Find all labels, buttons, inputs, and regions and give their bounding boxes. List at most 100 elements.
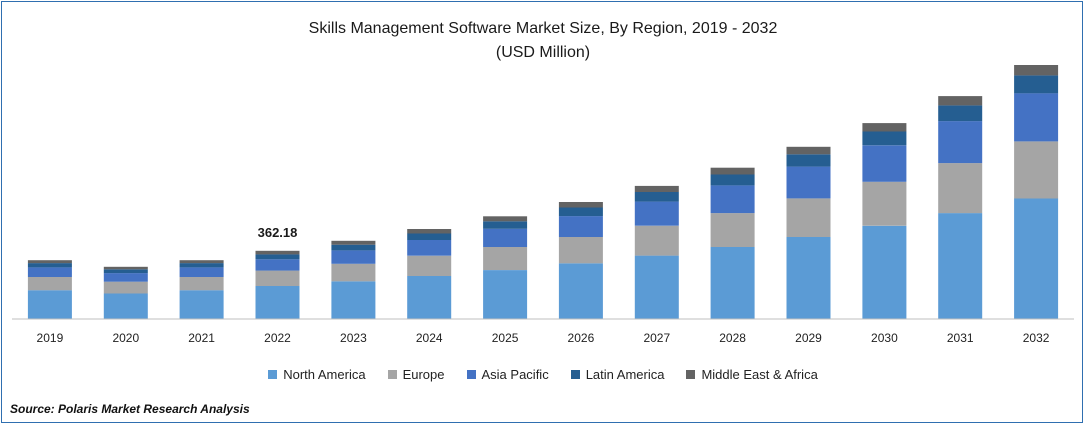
legend-swatch xyxy=(387,370,397,379)
bar-2027-asia-pacific xyxy=(634,201,679,226)
bar-2021-asia-pacific xyxy=(179,267,224,277)
bar-2028-middle-east-africa xyxy=(710,167,755,175)
bar-2022-asia-pacific xyxy=(255,259,300,271)
legend-swatch xyxy=(268,370,278,379)
bar-2024-asia-pacific xyxy=(407,240,452,256)
bar-2026-north-america xyxy=(558,263,603,319)
bar-2027-north-america xyxy=(634,255,679,319)
bar-2025-asia-pacific xyxy=(483,228,528,247)
bar-2029-latin-america xyxy=(786,154,831,167)
bar-2019-latin-america xyxy=(27,263,72,268)
bar-2029-middle-east-africa xyxy=(786,146,831,155)
x-tick-label-2019: 2019 xyxy=(37,331,64,345)
bar-2022-europe xyxy=(255,270,300,286)
x-tick-label-2030: 2030 xyxy=(871,331,898,345)
bar-2020-north-america xyxy=(103,293,148,319)
bar-2020-asia-pacific xyxy=(103,273,148,282)
bar-2032-middle-east-africa xyxy=(1014,65,1059,76)
bar-2028-latin-america xyxy=(710,174,755,186)
bar-2029-north-america xyxy=(786,237,831,319)
bar-2032-north-america xyxy=(1014,198,1059,319)
bar-2032-europe xyxy=(1014,141,1059,199)
x-tick-label-2024: 2024 xyxy=(416,331,443,345)
chart-title: Skills Management Software Market Size, … xyxy=(308,20,778,37)
bar-2031-europe xyxy=(938,163,983,214)
bar-2026-latin-america xyxy=(558,207,603,217)
bar-2021-north-america xyxy=(179,290,224,319)
bar-2028-asia-pacific xyxy=(710,185,755,214)
bar-2028-europe xyxy=(710,213,755,247)
legend-label: North America xyxy=(283,367,366,382)
x-tick-label-2026: 2026 xyxy=(568,331,595,345)
bar-2023-europe xyxy=(331,263,376,282)
bar-2021-middle-east-africa xyxy=(179,260,224,264)
legend-item-north-america: North America xyxy=(268,367,366,382)
legend-swatch xyxy=(686,370,696,379)
bar-2024-middle-east-africa xyxy=(407,229,452,234)
bar-2029-europe xyxy=(786,198,831,237)
legend-swatch xyxy=(570,370,580,379)
x-tick-label-2029: 2029 xyxy=(795,331,822,345)
x-tick-label-2028: 2028 xyxy=(719,331,746,345)
bar-2030-north-america xyxy=(862,225,907,319)
bar-2019-north-america xyxy=(27,290,72,319)
bar-2023-asia-pacific xyxy=(331,250,376,264)
bar-2030-latin-america xyxy=(862,131,907,146)
bar-2023-latin-america xyxy=(331,244,376,251)
legend-swatch xyxy=(466,370,476,379)
bar-2031-north-america xyxy=(938,213,983,319)
bar-2019-europe xyxy=(27,277,72,291)
bar-2027-europe xyxy=(634,225,679,256)
bar-2031-latin-america xyxy=(938,105,983,122)
x-tick-label-2021: 2021 xyxy=(188,331,215,345)
data-label-2022: 362.18 xyxy=(258,225,298,240)
bar-2025-north-america xyxy=(483,270,528,319)
bar-2026-europe xyxy=(558,237,603,264)
x-tick-label-2025: 2025 xyxy=(492,331,519,345)
chart-legend: North America Europe Asia Pacific Latin Ame… xyxy=(0,367,1086,382)
bar-2031-asia-pacific xyxy=(938,121,983,164)
legend-label: Middle East & Africa xyxy=(701,367,818,382)
x-tick-label-2020: 2020 xyxy=(112,331,139,345)
bar-2019-middle-east-africa xyxy=(27,260,72,264)
bar-2026-asia-pacific xyxy=(558,216,603,237)
bar-2021-europe xyxy=(179,277,224,291)
bar-2028-north-america xyxy=(710,247,755,319)
bar-2027-latin-america xyxy=(634,192,679,202)
bar-2025-europe xyxy=(483,247,528,270)
bar-2029-asia-pacific xyxy=(786,166,831,199)
legend-item-middle-east-africa: Middle East & Africa xyxy=(686,367,818,382)
bar-2030-asia-pacific xyxy=(862,145,907,182)
bar-2027-middle-east-africa xyxy=(634,185,679,192)
bar-2023-north-america xyxy=(331,281,376,319)
source-note: Source: Polaris Market Research Analysis xyxy=(10,402,250,416)
bar-2031-middle-east-africa xyxy=(938,96,983,106)
legend-label: Europe xyxy=(402,367,445,382)
bar-2022-north-america xyxy=(255,286,300,319)
legend-label: Asia Pacific xyxy=(481,367,549,382)
x-tick-label-2023: 2023 xyxy=(340,331,367,345)
bar-2024-north-america xyxy=(407,276,452,319)
legend-item-europe: Europe xyxy=(387,367,445,382)
bar-2021-latin-america xyxy=(179,263,224,268)
x-tick-label-2027: 2027 xyxy=(643,331,670,345)
bar-2020-latin-america xyxy=(103,269,148,274)
bar-2024-europe xyxy=(407,255,452,276)
bar-2032-latin-america xyxy=(1014,75,1059,94)
legend-label: Latin America xyxy=(585,367,665,382)
x-tick-label-2032: 2032 xyxy=(1023,331,1050,345)
legend-item-asia-pacific: Asia Pacific xyxy=(466,367,549,382)
bar-2025-middle-east-africa xyxy=(483,216,528,222)
bar-2019-asia-pacific xyxy=(27,267,72,277)
bar-2025-latin-america xyxy=(483,221,528,229)
bar-2024-latin-america xyxy=(407,233,452,240)
bar-2030-europe xyxy=(862,181,907,226)
legend-item-latin-america: Latin America xyxy=(570,367,665,382)
bar-2032-asia-pacific xyxy=(1014,93,1059,142)
bar-2022-middle-east-africa xyxy=(255,250,300,255)
bar-2030-middle-east-africa xyxy=(862,123,907,132)
bar-2023-middle-east-africa xyxy=(331,240,376,245)
bar-2026-middle-east-africa xyxy=(558,202,603,208)
x-tick-label-2031: 2031 xyxy=(947,331,974,345)
